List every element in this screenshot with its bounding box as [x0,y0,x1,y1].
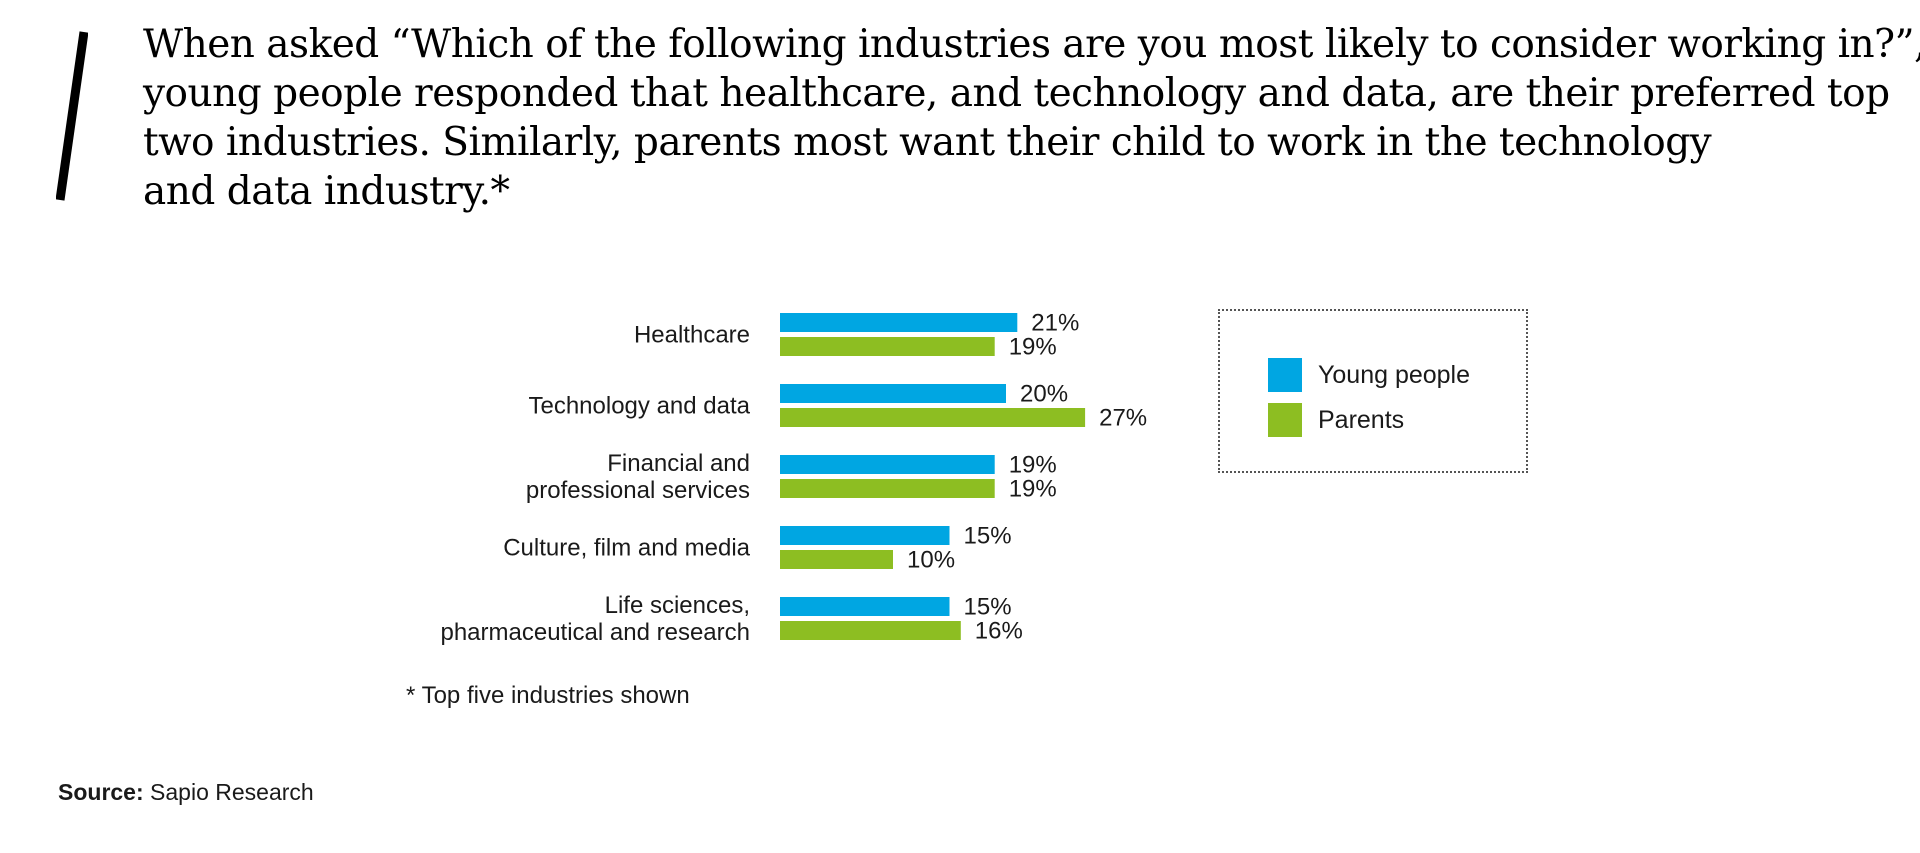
legend-item-parents: Parents [1268,402,1404,438]
category-label: Technology and data [528,393,750,420]
bar-group: Culture, film and media 15% 10% [503,523,1011,574]
decorative-slash [56,31,88,201]
bar-young-people [780,597,950,616]
legend-label-parents: Parents [1318,405,1405,434]
headline: When asked “Which of the following indus… [143,20,1920,216]
category-label: Financial and professional services [526,450,750,504]
legend-label-young-people: Young people [1318,360,1471,389]
category-label-line: Life sciences, [605,592,750,619]
legend-swatch-parents [1268,403,1302,437]
category-label-line: pharmaceutical and research [440,619,750,646]
bar-young-people [780,526,950,545]
headline-line: When asked “Which of the following indus… [143,22,1920,67]
value-label-young-people: 19% [1009,452,1057,479]
bar-group: Technology and data 20% 27% [528,381,1147,432]
value-label-parents: 27% [1099,405,1147,432]
headline-line: and data industry.* [143,169,510,214]
value-label-young-people: 21% [1031,310,1079,337]
bar-parents [780,337,995,356]
footnote: * Top five industries shown [406,682,690,709]
category-label: Life sciences, pharmaceutical and researc… [440,592,750,646]
category-label-line: Technology and data [528,393,750,420]
headline-line: two industries. Similarly, parents most … [143,120,1712,165]
category-label: Culture, film and media [503,535,750,562]
source-text: Sapio Research [150,779,314,805]
value-label-parents: 10% [907,547,955,574]
bar-parents [780,479,995,498]
category-label: Healthcare [634,322,750,349]
category-label-line: Healthcare [634,322,750,349]
source-line: Source: Sapio Research [58,779,314,806]
value-label-young-people: 15% [964,523,1012,550]
bar-parents [780,408,1086,427]
bar-parents [780,550,893,569]
category-label-line: Culture, film and media [503,535,750,562]
value-label-parents: 19% [1009,334,1057,361]
headline-line: young people responded that healthcare, … [143,71,1890,116]
bar-group: Healthcare 21%19% [634,310,1079,361]
chart-legend: Young people Parents [1218,309,1528,473]
value-label-young-people: 20% [1020,381,1068,408]
bar-group: Financial and professional services 19%19% [526,450,1057,504]
value-label-parents: 19% [1009,476,1057,503]
bar-group: Life sciences, pharmaceutical and researc… [440,592,1022,646]
category-label-line: Financial and [607,450,750,477]
source-label: Source: [58,779,144,805]
value-label-parents: 16% [975,618,1023,645]
bar-young-people [780,384,1006,403]
legend-swatch-young-people [1268,358,1302,392]
bar-parents [780,621,961,640]
legend-item-young-people: Young people [1268,357,1470,393]
bar-young-people [780,455,995,474]
value-label-young-people: 15% [964,594,1012,621]
category-label-line: professional services [526,477,750,504]
bar-young-people [780,313,1018,332]
